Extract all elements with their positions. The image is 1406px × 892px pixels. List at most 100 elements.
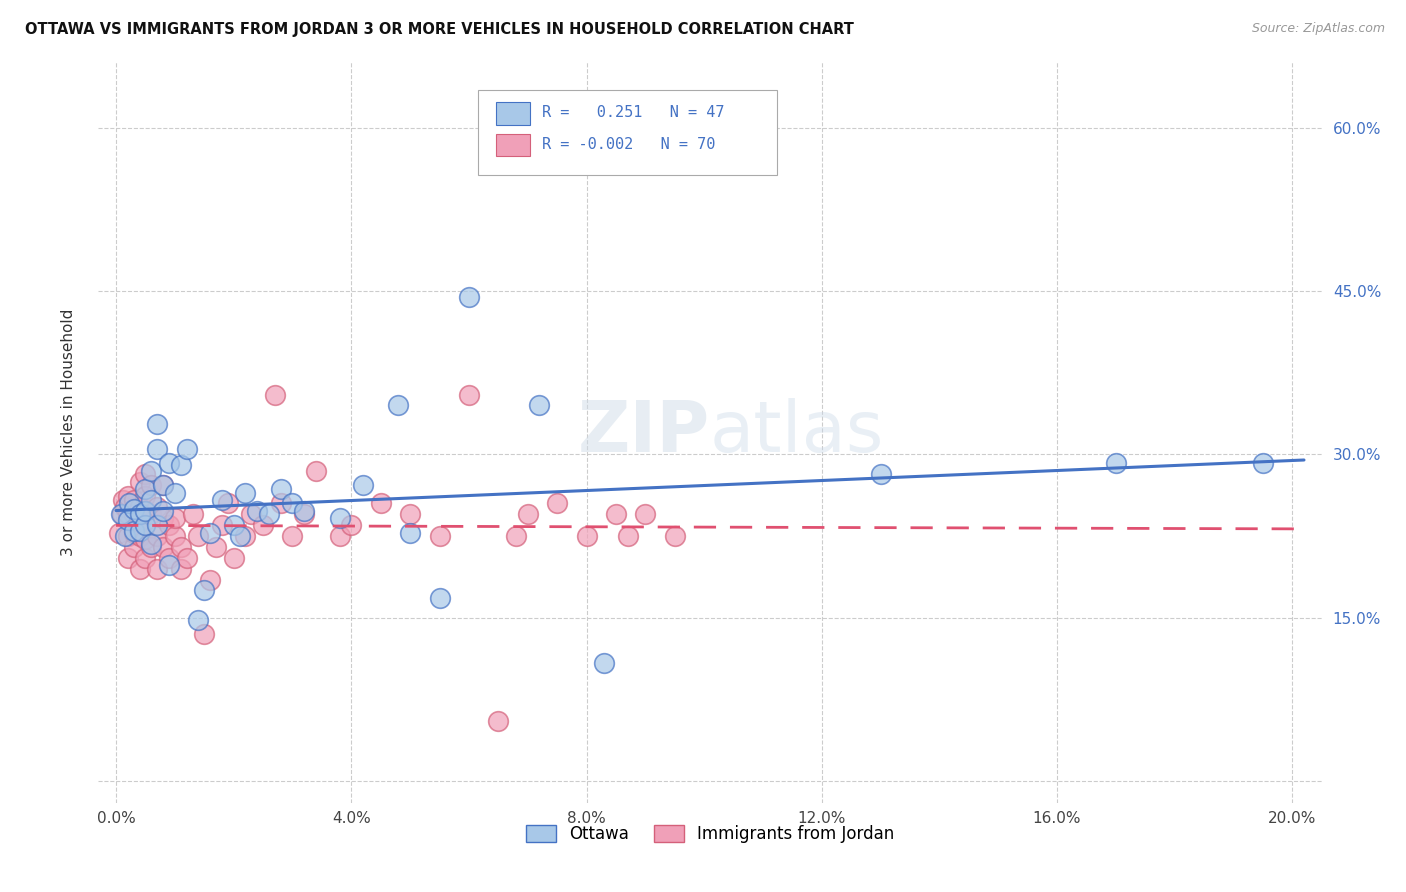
Point	[108, 525, 131, 540]
Point	[235, 529, 257, 543]
Point	[152, 504, 174, 518]
Point	[128, 529, 150, 543]
Point	[117, 550, 139, 565]
Point	[429, 529, 451, 543]
Text: ZIP: ZIP	[578, 398, 710, 467]
Point	[205, 540, 228, 554]
Point	[340, 518, 363, 533]
Point	[198, 525, 221, 540]
Point	[869, 467, 891, 481]
Point	[157, 550, 180, 565]
Point	[370, 496, 392, 510]
Point	[152, 478, 174, 492]
Point	[141, 540, 163, 554]
Point	[211, 518, 233, 533]
Point	[240, 508, 263, 522]
Point	[222, 518, 245, 533]
Point	[181, 508, 204, 522]
Point	[634, 508, 657, 522]
Text: R = -0.002   N = 70: R = -0.002 N = 70	[543, 137, 716, 153]
Point	[163, 510, 186, 524]
Point	[122, 493, 145, 508]
Point	[141, 537, 163, 551]
Point	[222, 550, 245, 565]
Point	[146, 562, 169, 576]
Point	[128, 562, 150, 576]
Point	[270, 496, 292, 510]
Text: R =   0.251   N = 47: R = 0.251 N = 47	[543, 105, 725, 120]
Point	[187, 529, 209, 543]
Point	[575, 529, 598, 543]
Point	[110, 508, 132, 522]
Point	[235, 485, 257, 500]
Point	[616, 529, 638, 543]
Point	[122, 524, 145, 538]
Point	[176, 550, 198, 565]
Point	[217, 496, 239, 510]
Point	[141, 464, 163, 478]
Point	[458, 387, 481, 401]
Point	[128, 524, 150, 538]
Point	[134, 482, 156, 496]
Point	[281, 529, 304, 543]
Point	[152, 510, 174, 524]
Point	[128, 508, 150, 522]
Point	[529, 398, 551, 412]
Point	[146, 518, 169, 533]
Point	[198, 573, 221, 587]
Point	[270, 482, 292, 496]
Point	[146, 500, 169, 514]
Point	[305, 464, 328, 478]
Point	[387, 398, 409, 412]
Point	[134, 504, 156, 518]
Point	[281, 496, 304, 510]
Point	[263, 387, 285, 401]
Point	[146, 417, 169, 431]
Point	[163, 485, 186, 500]
Point	[117, 529, 139, 543]
Point	[193, 583, 215, 598]
Point	[157, 558, 180, 573]
Point	[292, 508, 315, 522]
Point	[114, 500, 136, 514]
Point	[352, 478, 374, 492]
Point	[122, 540, 145, 554]
Point	[146, 529, 169, 543]
Point	[328, 529, 350, 543]
Point	[458, 289, 481, 303]
Point	[111, 508, 134, 522]
Point	[1105, 456, 1128, 470]
Point	[128, 500, 150, 514]
Point	[163, 529, 186, 543]
Text: OTTAWA VS IMMIGRANTS FROM JORDAN 3 OR MORE VEHICLES IN HOUSEHOLD CORRELATION CHA: OTTAWA VS IMMIGRANTS FROM JORDAN 3 OR MO…	[25, 22, 855, 37]
Text: atlas: atlas	[710, 398, 884, 467]
Point	[134, 467, 156, 481]
Point	[157, 518, 180, 533]
Point	[187, 613, 209, 627]
Point	[593, 657, 616, 671]
Point	[246, 504, 269, 518]
Bar	[496, 103, 530, 125]
Point	[117, 508, 139, 522]
Point	[122, 525, 145, 540]
Point	[505, 529, 527, 543]
Point	[257, 508, 280, 522]
Point	[193, 627, 215, 641]
Point	[128, 475, 150, 489]
Point	[546, 496, 568, 510]
Point	[328, 510, 350, 524]
Point	[152, 540, 174, 554]
Point	[134, 518, 156, 533]
Text: Source: ZipAtlas.com: Source: ZipAtlas.com	[1251, 22, 1385, 36]
Point	[134, 533, 156, 547]
Point	[134, 550, 156, 565]
Point	[399, 525, 422, 540]
Point	[516, 508, 538, 522]
Point	[122, 501, 145, 516]
Y-axis label: 3 or more Vehicles in Household: 3 or more Vehicles in Household	[62, 309, 76, 557]
Point	[146, 442, 169, 456]
Point	[664, 529, 686, 543]
Point	[141, 478, 163, 492]
Point	[118, 496, 141, 510]
Point	[134, 489, 156, 503]
